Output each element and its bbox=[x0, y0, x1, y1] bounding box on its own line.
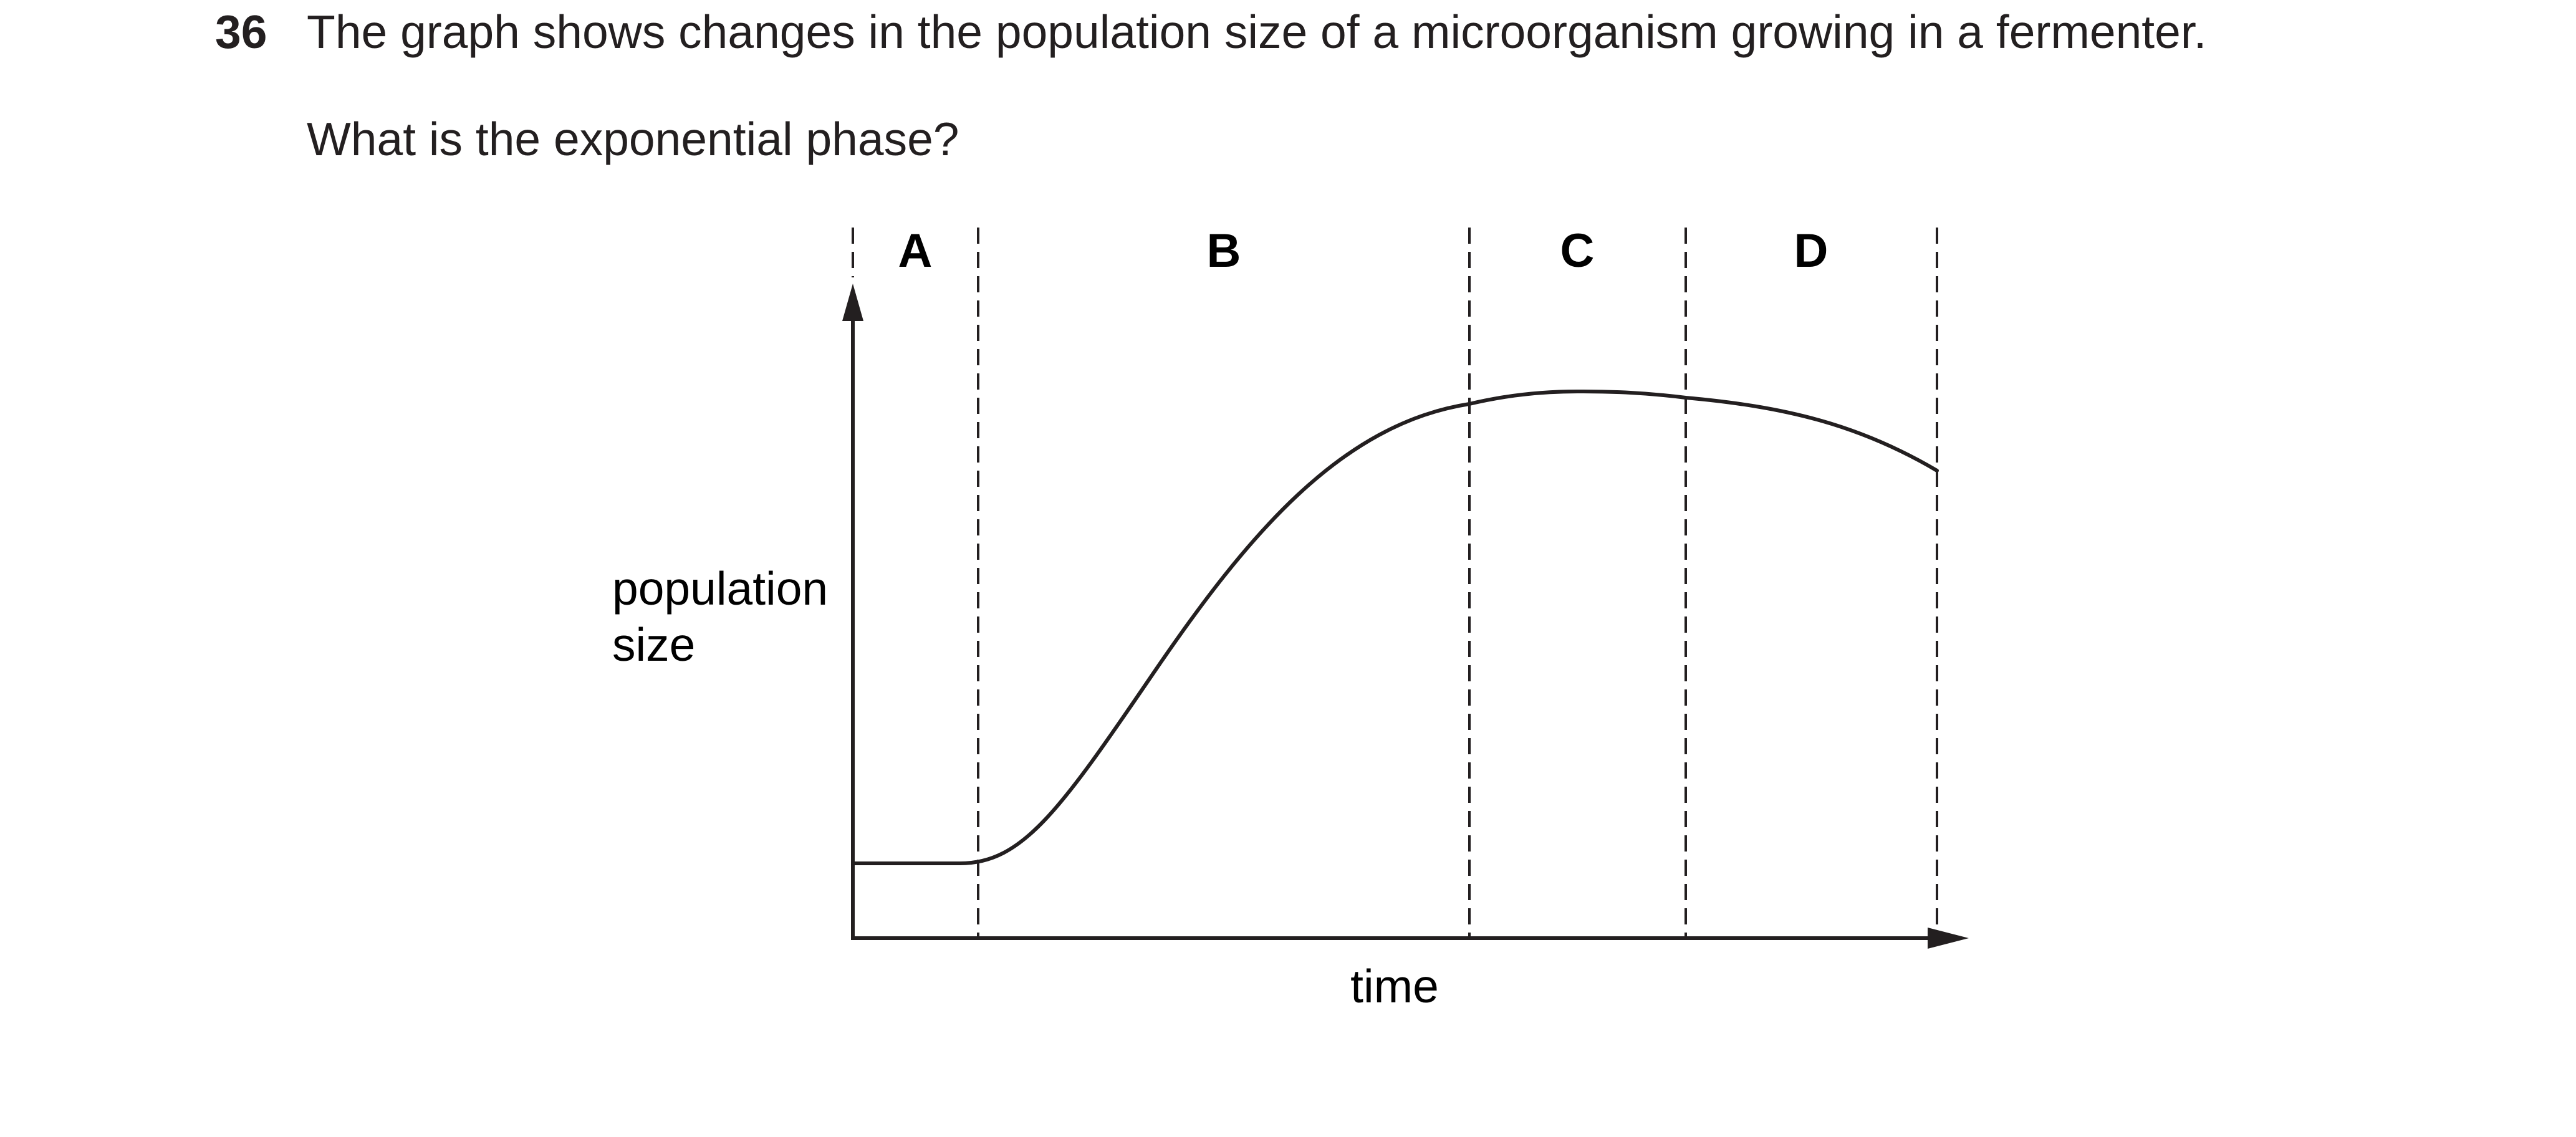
region-label-d: D bbox=[1794, 224, 1829, 277]
y-axis-label-line-1: population bbox=[612, 562, 828, 615]
y-axis-arrowhead bbox=[842, 284, 863, 321]
region-label-a: A bbox=[898, 224, 933, 277]
x-axis-arrowhead bbox=[1928, 928, 1969, 949]
question-prompt: What is the exponential phase? bbox=[307, 113, 959, 165]
population-curve bbox=[851, 390, 1939, 865]
region-label-b: B bbox=[1207, 224, 1241, 277]
region-label-c: C bbox=[1560, 224, 1595, 277]
y-axis-label-line-2: size bbox=[612, 618, 695, 671]
x-axis-label: time bbox=[1350, 960, 1439, 1012]
question-stem: The graph shows changes in the populatio… bbox=[307, 6, 2207, 58]
question-number: 36 bbox=[215, 6, 267, 58]
